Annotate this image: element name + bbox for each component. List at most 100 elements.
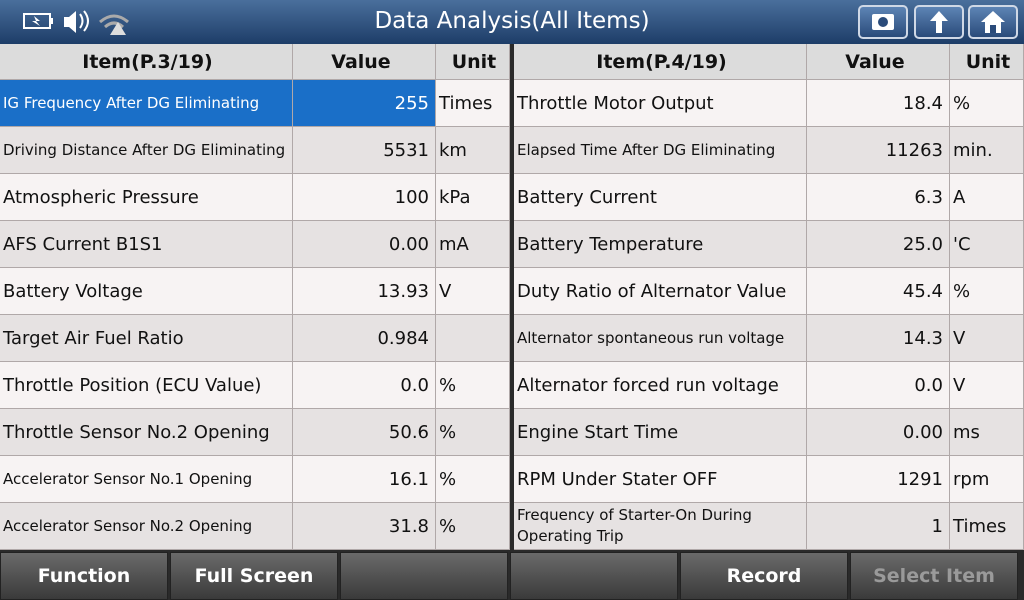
item-value: 5531: [293, 127, 436, 174]
data-row[interactable]: Elapsed Time After DG Eliminating 11263 mi…: [514, 127, 1024, 174]
item-unit: [436, 315, 510, 362]
header-row: Item(P.4/19) Value Unit: [514, 44, 1024, 80]
item-unit: ms: [950, 409, 1024, 456]
item-name: Engine Start Time: [514, 409, 807, 456]
item-name: Duty Ratio of Alternator Value: [514, 268, 807, 315]
camera-button[interactable]: [858, 5, 908, 39]
data-row[interactable]: Battery Voltage 13.93 V: [0, 268, 510, 315]
item-value: 14.3: [807, 315, 950, 362]
item-unit: km: [436, 127, 510, 174]
data-row[interactable]: Accelerator Sensor No.2 Opening 31.8%: [0, 503, 510, 550]
data-row[interactable]: Battery Temperature 25.0 'C: [514, 221, 1024, 268]
column-header: Value: [293, 44, 436, 80]
data-row[interactable]: Frequency of Starter-On During Operating…: [514, 503, 1024, 550]
item-value: 31.8: [293, 503, 436, 550]
item-value: 13.93: [293, 268, 436, 315]
title-bar: Data Analysis(All Items): [0, 0, 1024, 44]
data-row[interactable]: Throttle Motor Output 18.4%: [514, 80, 1024, 127]
item-unit: %: [950, 268, 1024, 315]
item-unit: kPa: [436, 174, 510, 221]
item-name: Driving Distance After DG Eliminating: [0, 127, 293, 174]
item-unit: V: [950, 362, 1024, 409]
item-value: 100: [293, 174, 436, 221]
item-value: 255: [293, 80, 436, 127]
item-value: 45.4: [807, 268, 950, 315]
item-value: 1291: [807, 456, 950, 503]
function-button[interactable]: Function: [0, 552, 168, 600]
column-header: Item(P.3/19): [0, 44, 293, 80]
back-button[interactable]: [914, 5, 964, 39]
data-row[interactable]: Alternator forced run voltage 0.0 V: [514, 362, 1024, 409]
blank-button[interactable]: [510, 552, 678, 600]
right-table: Item(P.4/19) Value Unit Throttle Motor Outp…: [514, 44, 1024, 550]
item-value: 0.984: [293, 315, 436, 362]
item-name: Elapsed Time After DG Eliminating: [514, 127, 807, 174]
item-unit: 'C: [950, 221, 1024, 268]
data-row[interactable]: Engine Start Time 0.00 ms: [514, 409, 1024, 456]
select-item-button[interactable]: Select Item: [850, 552, 1018, 600]
item-name: Accelerator Sensor No.2 Opening: [0, 503, 293, 550]
data-row[interactable]: Driving Distance After DG Eliminating 553…: [0, 127, 510, 174]
item-unit: %: [950, 80, 1024, 127]
item-unit: %: [436, 409, 510, 456]
data-row[interactable]: Accelerator Sensor No.1 Opening 16.1%: [0, 456, 510, 503]
data-row[interactable]: AFS Current B1S1 0.00 mA: [0, 221, 510, 268]
data-row[interactable]: RPM Under Stater OFF 1291 rpm: [514, 456, 1024, 503]
item-value: 1: [807, 503, 950, 550]
data-row[interactable]: Alternator spontaneous run voltage 14.3 V: [514, 315, 1024, 362]
data-row[interactable]: IG Frequency After DG Eliminating 255 Time…: [0, 80, 510, 127]
item-unit: mA: [436, 221, 510, 268]
data-row[interactable]: Duty Ratio of Alternator Value 45.4%: [514, 268, 1024, 315]
blank-button[interactable]: [340, 552, 508, 600]
item-name: IG Frequency After DG Eliminating: [0, 80, 293, 127]
item-value: 11263: [807, 127, 950, 174]
item-name: Battery Current: [514, 174, 807, 221]
title: Data Analysis(All Items): [374, 8, 650, 34]
data-row[interactable]: Atmospheric Pressure 100 kPa: [0, 174, 510, 221]
item-value: 0.0: [293, 362, 436, 409]
item-unit: Times: [950, 503, 1024, 550]
item-value: 6.3: [807, 174, 950, 221]
item-name: Frequency of Starter-On During Operating…: [514, 503, 807, 550]
status-icons: [23, 10, 129, 35]
item-unit: rpm: [950, 456, 1024, 503]
item-name: Throttle Sensor No.2 Opening: [0, 409, 293, 456]
item-value: 16.1: [293, 456, 436, 503]
item-unit: %: [436, 456, 510, 503]
column-header: Unit: [950, 44, 1024, 80]
item-name: Alternator forced run voltage: [514, 362, 807, 409]
item-name: Accelerator Sensor No.1 Opening: [0, 456, 293, 503]
data-row[interactable]: Battery Current 6.3 A: [514, 174, 1024, 221]
data-row[interactable]: Throttle Position (ECU Value) 0.0%: [0, 362, 510, 409]
full-screen-button[interactable]: Full Screen: [170, 552, 338, 600]
item-value: 50.6: [293, 409, 436, 456]
item-unit: Times: [436, 80, 510, 127]
item-unit: V: [950, 315, 1024, 362]
item-unit: %: [436, 503, 510, 550]
item-value: 0.0: [807, 362, 950, 409]
item-value: 0.00: [807, 409, 950, 456]
item-name: Target Air Fuel Ratio: [0, 315, 293, 362]
item-unit: V: [436, 268, 510, 315]
item-value: 25.0: [807, 221, 950, 268]
data-row[interactable]: Target Air Fuel Ratio 0.984: [0, 315, 510, 362]
item-value: 18.4: [807, 80, 950, 127]
item-unit: min.: [950, 127, 1024, 174]
item-name: AFS Current B1S1: [0, 221, 293, 268]
item-name: RPM Under Stater OFF: [514, 456, 807, 503]
item-name: Alternator spontaneous run voltage: [514, 315, 807, 362]
item-unit: A: [950, 174, 1024, 221]
item-unit: %: [436, 362, 510, 409]
item-name: Battery Voltage: [0, 268, 293, 315]
data-row[interactable]: Throttle Sensor No.2 Opening 50.6%: [0, 409, 510, 456]
record-button[interactable]: Record: [680, 552, 848, 600]
left-table: Item(P.3/19) Value Unit IG Frequency After …: [0, 44, 510, 550]
item-name: Throttle Position (ECU Value): [0, 362, 293, 409]
item-value: 0.00: [293, 221, 436, 268]
column-header: Value: [807, 44, 950, 80]
home-button[interactable]: [968, 5, 1018, 39]
column-header: Item(P.4/19): [514, 44, 807, 80]
item-name: Throttle Motor Output: [514, 80, 807, 127]
item-name: Atmospheric Pressure: [0, 174, 293, 221]
